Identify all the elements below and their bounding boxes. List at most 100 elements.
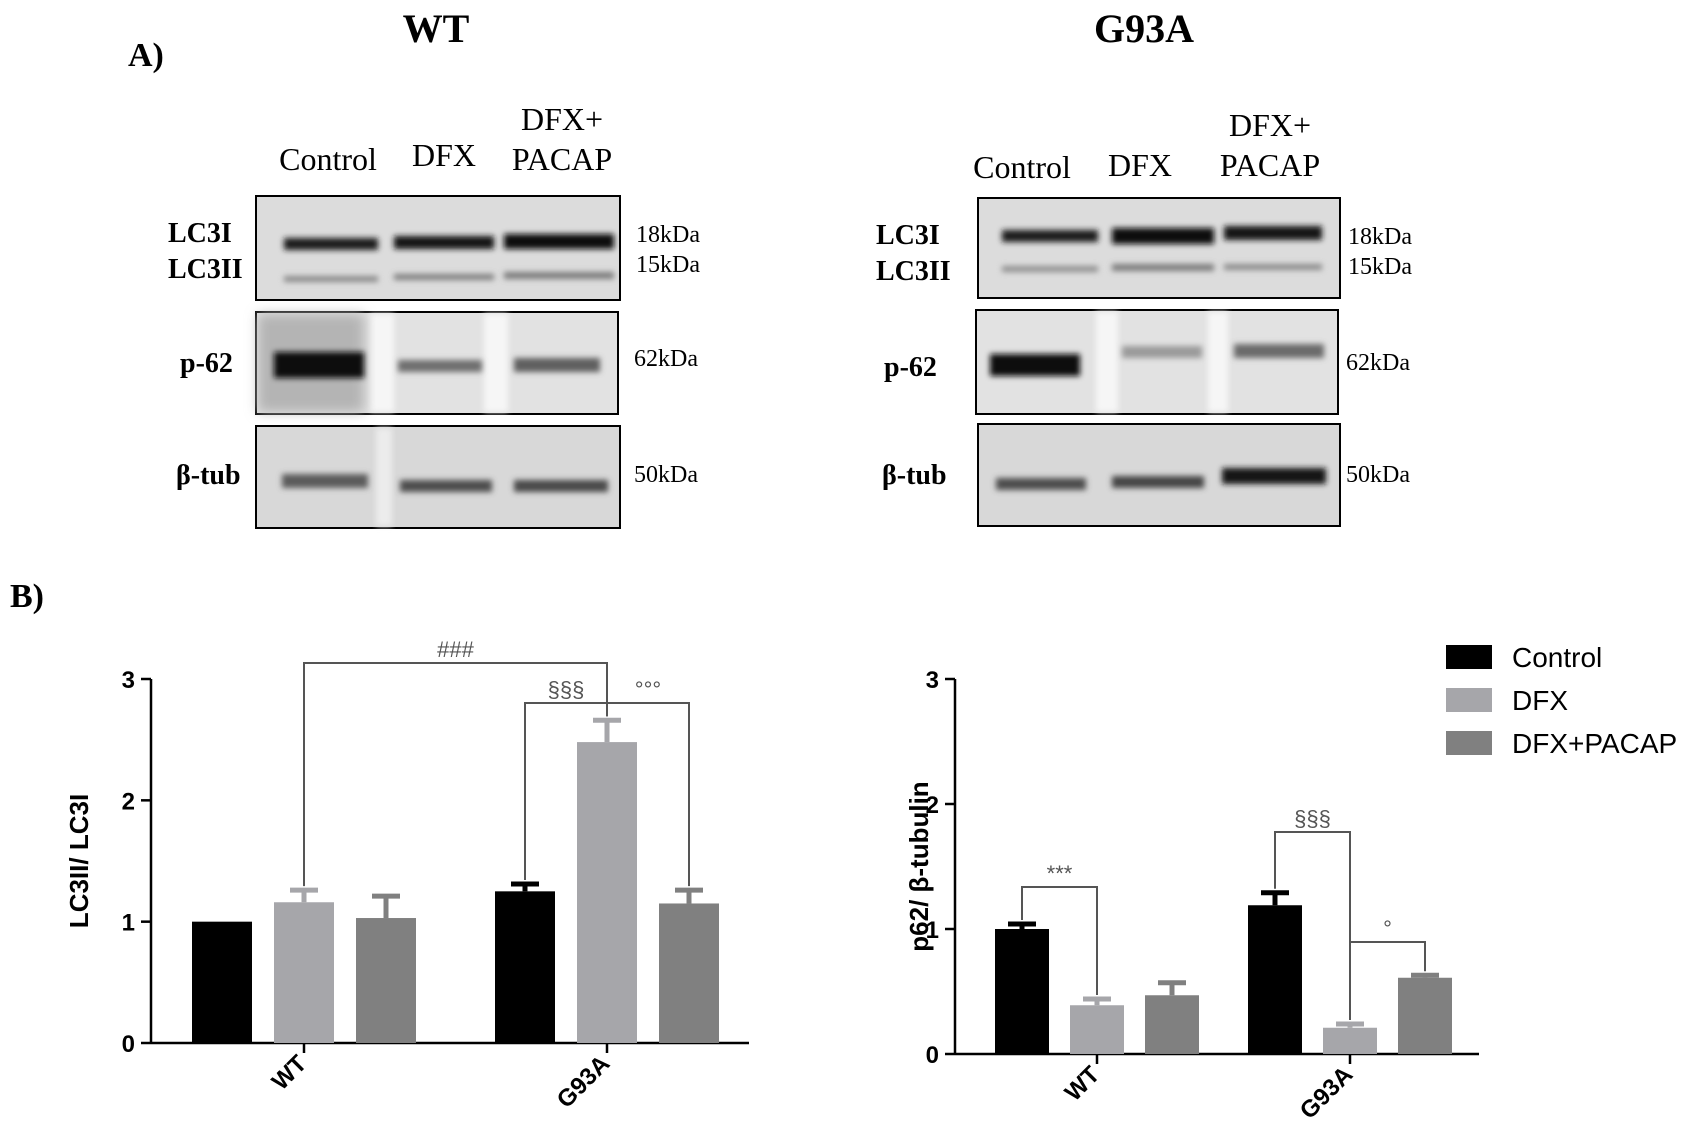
row-label-lc3i-g93a: LC3I <box>876 220 940 251</box>
lane-label-dfx-plus: DFX+ <box>521 101 603 137</box>
band-lc3i-dfx <box>394 236 494 249</box>
lane-label-control: Control <box>279 141 377 177</box>
membrane-lc3-g93a <box>977 197 1341 299</box>
c0-ytick-label-3: 3 <box>122 667 135 694</box>
lane-label-pacap: PACAP <box>512 141 612 177</box>
c0-bar-0-0 <box>192 921 252 1043</box>
c1-sig-label-1: §§§ <box>1294 806 1331 831</box>
legend: Control DFX DFX+PACAP <box>1446 642 1677 759</box>
c1-bar-1-0 <box>1070 1005 1124 1054</box>
c0-ytick-label-0: 0 <box>122 1031 135 1058</box>
band-p62-control <box>274 352 364 378</box>
blot-title-wt: WT <box>403 6 470 51</box>
band-btub-control-g93a <box>996 478 1086 490</box>
blot-wt: WT Control DFX DFX+ PACAP LC3I LC3II 18k… <box>168 6 700 529</box>
band-lc3ii-dfx-g93a <box>1112 264 1214 271</box>
size-18kda-g93a: 18kDa <box>1348 224 1412 250</box>
size-15kda-g93a: 15kDa <box>1348 254 1412 280</box>
c0-sig-label-0: ### <box>437 637 474 662</box>
c1-sig-label-2: ° <box>1383 916 1392 941</box>
row-label-lc3ii-wt: LC3II <box>168 254 243 285</box>
band-lc3ii-control-g93a <box>1002 266 1098 272</box>
band-lc3ii-pacap <box>504 272 614 279</box>
lane-label-dfx: DFX <box>412 137 476 173</box>
c0-ytick-label-1: 1 <box>122 910 135 937</box>
c0-bar-1-0 <box>274 902 334 1043</box>
band-btub-pacap <box>514 480 608 492</box>
row-label-lc3i-wt: LC3I <box>168 218 232 249</box>
blot-g93a: G93A Control DFX DFX+ PACAP LC3I LC3II 1… <box>876 6 1412 527</box>
membrane-btub-g93a <box>977 423 1341 527</box>
c1-bar-0-0 <box>995 929 1049 1054</box>
membrane-lc3-wt <box>255 195 621 301</box>
band-btub-pacap-g93a <box>1222 468 1326 484</box>
lane-label-dfx-g93a: DFX <box>1108 147 1172 183</box>
c0-bar-0-1 <box>495 891 555 1043</box>
c1-xtick-label-0: WT <box>1060 1061 1106 1107</box>
row-label-p62-g93a: p-62 <box>884 352 937 383</box>
c0-sig-bracket-2 <box>606 702 690 887</box>
band-btub-dfx-g93a <box>1112 476 1204 488</box>
c1-bar-1-1 <box>1323 1027 1377 1054</box>
band-p62-dfx <box>398 360 482 372</box>
c1-sig-bracket-0 <box>1021 886 1098 995</box>
chart-p62: 0 1 2 3 p62/ β-tubulin WT G93A *** §§§ ° <box>904 667 1479 1125</box>
c1-xtick-label-1: G93A <box>1295 1061 1358 1124</box>
size-50kda-g93a: 50kDa <box>1346 462 1410 488</box>
c1-bar-2-0 <box>1145 995 1199 1054</box>
legend-swatch-dfx-pacap <box>1446 731 1492 755</box>
band-lc3ii-dfx <box>394 274 494 280</box>
row-label-lc3ii-g93a: LC3II <box>876 256 951 287</box>
membrane-p62-g93a <box>975 309 1339 415</box>
band-p62-control-g93a <box>990 354 1080 376</box>
c0-xtick-label-1: G93A <box>552 1050 615 1113</box>
c0-sig-bracket-0 <box>303 662 608 887</box>
band-lc3i-dfx-g93a <box>1112 228 1214 244</box>
legend-label-dfx-pacap: DFX+PACAP <box>1512 728 1677 759</box>
c1-ytick-label-1: 1 <box>926 917 939 944</box>
panel-label-b: B) <box>10 578 44 615</box>
c0-xtick-label-0: WT <box>267 1050 313 1096</box>
band-lc3i-pacap-g93a <box>1224 226 1322 240</box>
c1-bar-0-1 <box>1248 905 1302 1054</box>
c1-bar-2-1 <box>1398 977 1452 1054</box>
row-label-p62-wt: p-62 <box>180 348 233 379</box>
membrane-p62-wt <box>255 311 619 415</box>
band-lc3i-control <box>284 238 378 250</box>
c1-sig-label-0: *** <box>1047 861 1073 886</box>
band-lc3ii-control <box>284 276 378 282</box>
c1-ytick-label-0: 0 <box>926 1042 939 1069</box>
size-18kda-wt: 18kDa <box>636 222 700 248</box>
membrane-btub-wt <box>255 425 621 529</box>
band-btub-dfx <box>400 480 492 492</box>
band-lc3ii-pacap-g93a <box>1224 264 1322 270</box>
c0-ylabel: LC3II/ LC3I <box>64 794 94 928</box>
c0-ytick-label-2: 2 <box>122 788 135 815</box>
c0-bar-1-1 <box>577 742 637 1043</box>
legend-label-dfx: DFX <box>1512 685 1568 716</box>
blot-title-g93a: G93A <box>1094 6 1194 51</box>
lane-label-dfx-plus-g93a: DFX+ <box>1229 107 1311 143</box>
panel-label-a: A) <box>128 37 164 74</box>
c0-bar-2-1 <box>659 903 719 1043</box>
c1-sig-bracket-2 <box>1349 941 1426 1020</box>
c0-sig-label-1: §§§ <box>548 677 585 702</box>
band-lc3i-control-g93a <box>1002 230 1098 242</box>
band-p62-dfx-g93a <box>1122 346 1202 358</box>
chart-lc3: 0 1 2 3 LC3II/ LC3I WT G93A ### §§§ °°° <box>64 637 749 1114</box>
size-62kda-wt: 62kDa <box>634 346 698 372</box>
c0-bar-2-0 <box>356 918 416 1043</box>
band-p62-pacap <box>514 358 600 372</box>
band-p62-pacap-g93a <box>1234 344 1324 358</box>
c0-sig-label-2: °°° <box>635 677 661 702</box>
row-label-btub-g93a: β-tub <box>882 460 947 491</box>
row-label-btub-wt: β-tub <box>176 460 241 491</box>
legend-swatch-control <box>1446 645 1492 669</box>
band-btub-control <box>282 474 368 488</box>
c1-ylabel: p62/ β-tubulin <box>904 781 934 951</box>
size-62kda-g93a: 62kDa <box>1346 350 1410 376</box>
legend-swatch-dfx <box>1446 688 1492 712</box>
c1-ytick-label-2: 2 <box>926 792 939 819</box>
c1-ytick-label-3: 3 <box>926 667 939 694</box>
